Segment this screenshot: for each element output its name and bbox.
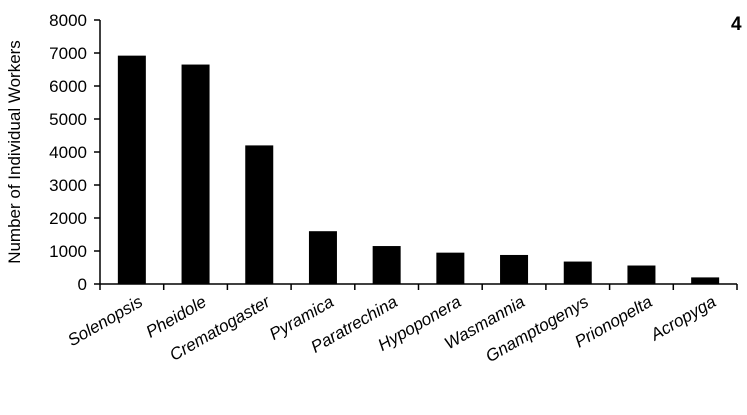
x-labels: SolenopsisPheidoleCrematogasterPyramicaP… [64, 291, 719, 366]
y-tick-label: 4000 [49, 143, 87, 162]
bar-acropyga [691, 277, 720, 284]
y-tick-label: 2000 [49, 209, 87, 228]
bar-wasmannia [500, 254, 529, 284]
y-tick-label: 7000 [49, 44, 87, 63]
y-tick-label: 1000 [49, 242, 87, 261]
bar-crematogaster [245, 145, 274, 284]
panel-label: 4 [731, 14, 742, 35]
y-ticks: 0 1000 2000 3000 4000 5000 6000 7000 8000 [49, 11, 100, 294]
y-tick-label: 0 [78, 275, 87, 294]
category-label: Acropyga [647, 292, 720, 345]
bar-gnamptogenys [563, 261, 592, 284]
y-tick-label: 3000 [49, 176, 87, 195]
bar-paratrechina [372, 246, 401, 284]
y-tick-label: 6000 [49, 77, 87, 96]
bar-pyramica [308, 231, 337, 284]
x-ticks [99, 284, 738, 290]
y-tick-label: 8000 [49, 11, 87, 30]
y-tick-label: 5000 [49, 110, 87, 129]
bar-prionopelta [627, 265, 656, 284]
bar-hypoponera [436, 252, 465, 284]
bar-pheidole [181, 64, 210, 284]
bars [117, 55, 720, 284]
bar-solenopsis [117, 55, 146, 284]
y-axis-title: Number of Individual Workers [5, 40, 24, 264]
category-label: Solenopsis [64, 292, 146, 350]
